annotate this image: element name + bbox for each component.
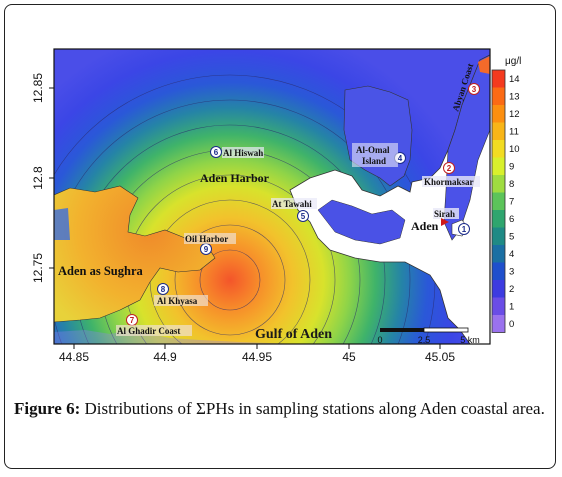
colorbar-swatch [492, 70, 505, 88]
station-number-3: 3 [472, 85, 477, 94]
label-bg-sirah [433, 208, 459, 219]
place-gulf-of-aden: Gulf of Aden [255, 327, 332, 342]
colorbar-unit: μg/l [505, 56, 521, 67]
colorbar-tick-label: 1 [509, 301, 514, 312]
station-label-9: Oil Harbor [185, 234, 228, 244]
caption-text: Distributions of ΣPHs in sampling statio… [84, 399, 545, 418]
x-tick-label: 45 [342, 350, 356, 364]
station-label-6: Al Hiswah [223, 148, 263, 158]
y-tick-label: 12.8 [31, 166, 45, 190]
y-tick-label: 12.85 [31, 73, 45, 103]
caption-label: Figure 6: [14, 399, 81, 418]
station-marker-6 [210, 146, 222, 158]
station-marker-3 [468, 83, 480, 95]
x-tick-label: 44.95 [242, 350, 272, 364]
label-bg-hiswah [222, 147, 264, 158]
plot-border [53, 48, 491, 345]
label-bg-oil-harbor [184, 233, 236, 244]
colorbar-tick-label: 13 [509, 91, 520, 102]
map-figure: 44.85 44.9 44.95 45 45.05 12.85 12.8 12.… [31, 48, 521, 364]
station-label-4-line2: Island [362, 156, 386, 166]
colorbar-border [491, 69, 506, 333]
label-bg-khormaksar [422, 176, 480, 187]
place-aden-as-sughra: Aden as Sughra [58, 264, 143, 278]
x-tick-label: 44.9 [153, 350, 177, 364]
scale-label-mid: 2.5 [418, 335, 431, 345]
colorbar-swatch [492, 105, 505, 123]
axis-ticks [49, 87, 441, 349]
map-plot-area [54, 49, 490, 344]
colorbar-tick-label: 7 [509, 196, 514, 207]
label-bg-al-omal [352, 143, 398, 167]
station-marker-2 [443, 162, 455, 174]
west-inlet [54, 208, 70, 240]
station-number-9: 9 [204, 245, 209, 254]
station-number-1: 1 [462, 225, 467, 234]
colorbar-tick-label: 12 [509, 109, 520, 120]
colorbar-tick-label: 11 [509, 126, 519, 137]
colorbar-swatch [492, 157, 505, 175]
station-label-2: Khormaksar [424, 177, 474, 187]
colorbar-swatch [492, 192, 505, 210]
colorbar-swatch [492, 87, 505, 105]
station-number-4: 4 [398, 154, 403, 163]
station-label-7: Al Ghadir Coast [117, 326, 180, 336]
coastal-water-strip [443, 54, 490, 241]
station-marker-5 [297, 210, 309, 222]
colorbar-swatch [492, 175, 505, 193]
south-shore [54, 330, 300, 344]
colorbar-swatch [492, 122, 505, 140]
station-number-6: 6 [214, 148, 219, 157]
scale-bar: 0 2.5 5 km [377, 327, 480, 345]
x-tick-label: 44.85 [59, 350, 89, 364]
colorbar-swatch [492, 315, 505, 333]
station-number-2: 2 [447, 164, 452, 173]
figure-caption: Figure 6: Distributions of ΣPHs in sampl… [14, 396, 546, 421]
colorbar-tick-label: 6 [509, 214, 514, 225]
station-label-1: Sirah [434, 209, 455, 219]
station-number-8: 8 [161, 285, 166, 294]
colorbar-swatch [492, 245, 505, 263]
colorbar-tick-label: 9 [509, 161, 514, 172]
colorbar-swatch [492, 140, 505, 158]
abyan-hotspot [478, 56, 490, 74]
colorbar-tick-label: 0 [509, 319, 514, 330]
colorbar-swatch [492, 210, 505, 228]
label-bg-khyasa [154, 295, 208, 306]
colorbar-swatch [492, 227, 505, 245]
colorbar-tick-label: 3 [509, 266, 514, 277]
station-number-5: 5 [301, 212, 306, 221]
colorbar-swatch [492, 262, 505, 280]
place-aden-harbor: Aden Harbor [200, 171, 270, 185]
aden-pointer-icon [441, 218, 449, 226]
colorbar-tick-label: 10 [509, 144, 520, 155]
colorbar-tick-label: 5 [509, 231, 514, 242]
inner-harbor-water [317, 199, 406, 245]
x-tick-label: 45.05 [425, 350, 455, 364]
station-label-4-line1: Al-Omal [356, 145, 390, 155]
scale-label-zero: 0 [377, 335, 382, 345]
scale-label-end: 5 km [460, 335, 480, 345]
colorbar-tick-label: 2 [509, 284, 514, 295]
colorbar-swatch [492, 297, 505, 315]
colorbar-tick-label: 8 [509, 179, 514, 190]
label-bg-ghadir [116, 325, 192, 336]
label-bg-tawahi [271, 198, 317, 209]
station-number-7: 7 [130, 316, 135, 325]
station-label-8: Al Khyasa [157, 296, 198, 306]
colorbar-swatch [492, 280, 505, 298]
station-marker-1 [458, 223, 470, 235]
station-label-5: At Tawahi [272, 199, 312, 209]
place-aden: Aden [411, 219, 439, 233]
station-marker-8 [157, 283, 169, 295]
colorbar-tick-label: 4 [509, 249, 514, 260]
y-tick-label: 12.75 [31, 253, 45, 283]
colorbar-tick-label: 14 [509, 74, 520, 85]
